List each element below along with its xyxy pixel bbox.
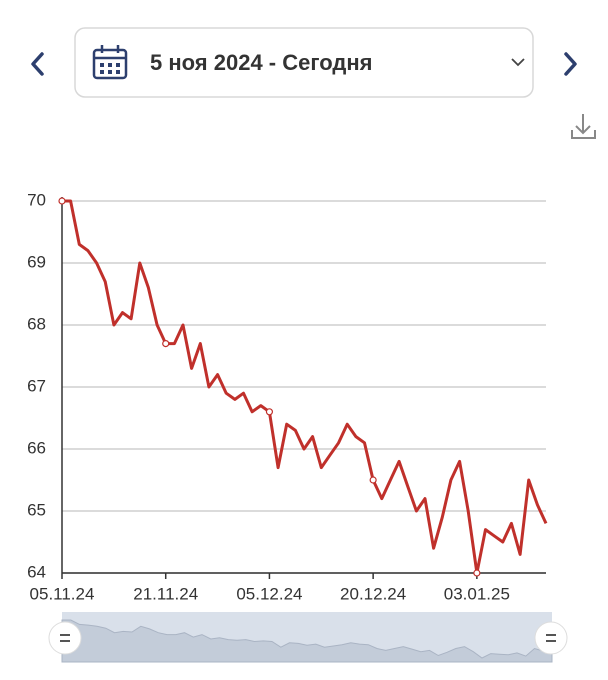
x-tick-label: 20.12.24: [340, 584, 406, 603]
navigator-handle[interactable]: [534, 621, 568, 655]
point-marker: [473, 569, 481, 577]
price-line: [62, 199, 548, 575]
point-marker: [265, 408, 274, 416]
handle-circle: [48, 621, 82, 655]
handle-circle: [534, 621, 568, 655]
navigator-series: [61, 619, 553, 663]
dropdown-arrow: [511, 58, 525, 67]
x-tick-label: 05.11.24: [30, 584, 95, 603]
y-tick-label: 68: [27, 314, 46, 333]
point-marker: [162, 340, 170, 348]
navigator-handle[interactable]: [48, 621, 82, 655]
x-tick-label: 21.11.24: [133, 584, 198, 603]
y-tick-label: 69: [27, 252, 46, 271]
y-tick-label: 65: [27, 500, 46, 519]
y-tick-label: 64: [27, 562, 46, 581]
y-tick-label: 70: [27, 190, 46, 209]
date-range: 5 ноя 2024 - Сегодня: [150, 50, 372, 75]
x-tick-label: 05.12.24: [236, 584, 302, 603]
date-dropdown[interactable]: 5 ноя 2024 - Сегодня: [74, 27, 534, 98]
y-tick-label: 67: [27, 376, 46, 395]
point-marker: [58, 197, 66, 205]
dropdown-box[interactable]: [74, 27, 534, 98]
next-button[interactable]: [564, 52, 577, 76]
x-tick-label: 03.01.25: [444, 584, 510, 603]
calendar-icon: [92, 45, 128, 80]
download-icon[interactable]: [571, 114, 596, 139]
prev-button[interactable]: [31, 52, 44, 76]
y-tick-label: 66: [27, 438, 46, 457]
point-marker: [369, 476, 377, 484]
